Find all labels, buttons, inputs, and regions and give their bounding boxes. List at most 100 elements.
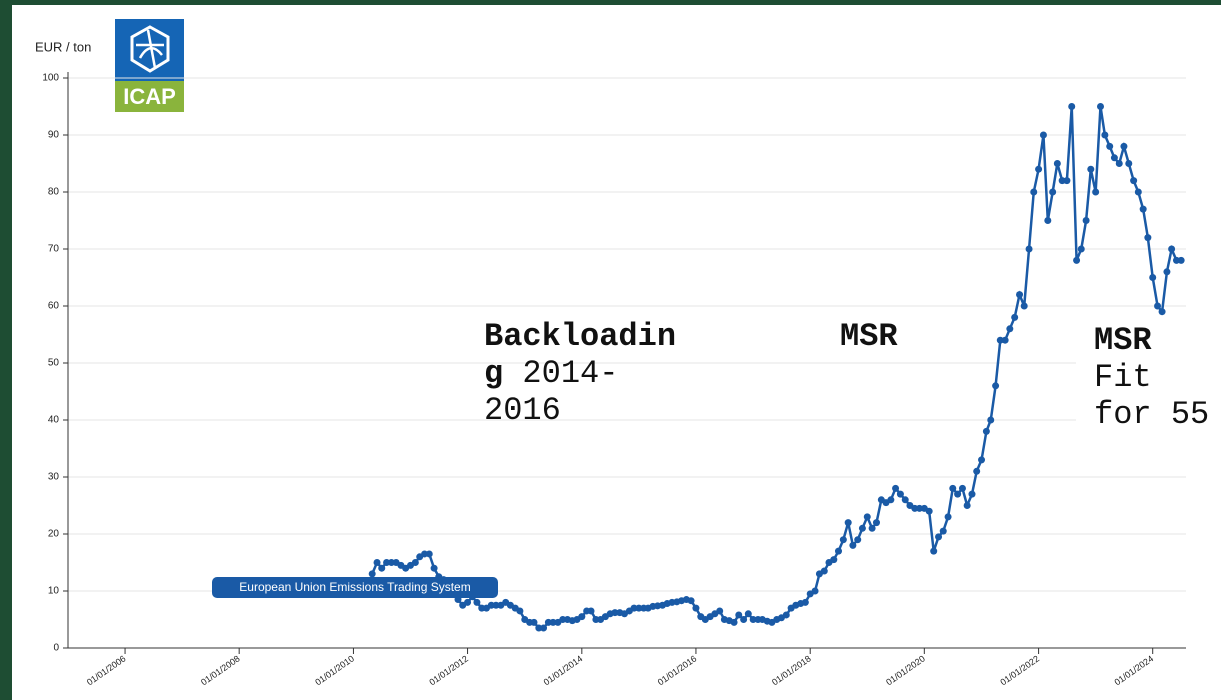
annotation-text: 2014-2016 [484, 355, 619, 429]
data-point [549, 618, 557, 626]
data-point [839, 536, 847, 544]
y-tick-label: 10 [48, 586, 60, 597]
y-tick-label: 90 [48, 130, 60, 141]
data-point [935, 533, 943, 541]
data-point [492, 601, 500, 609]
y-tick-label: 20 [48, 529, 60, 540]
data-point [1177, 256, 1185, 264]
data-point [368, 570, 376, 578]
data-point [1082, 217, 1090, 224]
data-point [1035, 165, 1043, 173]
data-point [1044, 217, 1052, 224]
data-point [1144, 234, 1152, 242]
data-point [1158, 308, 1166, 316]
data-point [1101, 131, 1109, 139]
data-point [801, 598, 809, 606]
data-point [1068, 103, 1076, 110]
data-point [1077, 245, 1085, 253]
data-point [687, 597, 695, 605]
data-point [973, 467, 981, 475]
annotation: MSR Fit for 55 [1076, 322, 1219, 433]
data-point [978, 456, 986, 464]
data-point [854, 536, 862, 544]
data-point [987, 416, 995, 424]
data-point [1134, 188, 1142, 196]
data-point [1006, 325, 1014, 333]
data-point [1139, 205, 1147, 213]
annotation-bold: Backloading [484, 318, 677, 392]
data-point [996, 336, 1004, 344]
data-point [744, 610, 752, 618]
y-tick-label: 40 [48, 415, 60, 426]
data-point [749, 616, 757, 623]
data-point [1049, 188, 1057, 196]
data-point [1096, 103, 1104, 110]
data-point [516, 607, 524, 615]
data-point [1053, 160, 1061, 167]
data-point [811, 587, 819, 595]
data-point [1016, 291, 1024, 299]
data-point [1115, 160, 1123, 167]
data-point [1130, 177, 1138, 185]
data-point [1163, 268, 1171, 276]
data-point [730, 618, 738, 626]
data-point [1025, 245, 1033, 253]
data-point [1125, 160, 1133, 167]
data-point [530, 618, 538, 626]
data-point [954, 490, 962, 498]
data-point [464, 598, 472, 606]
y-tick-label: 80 [48, 187, 60, 198]
logo-icon-lines [136, 29, 164, 69]
data-point [1154, 302, 1162, 310]
data-point [630, 604, 638, 612]
data-point [1149, 274, 1157, 281]
legend-badge [212, 577, 498, 598]
data-point [373, 559, 381, 566]
data-point [896, 490, 904, 498]
data-point [930, 547, 938, 555]
data-point [411, 559, 419, 566]
data-point [1030, 188, 1038, 196]
data-point [901, 496, 909, 504]
data-point [835, 547, 843, 555]
data-point [858, 524, 866, 532]
data-point [830, 556, 838, 564]
legend-item: European Union Emissions Trading System [212, 577, 498, 598]
y-tick-label: 60 [48, 301, 60, 312]
logo-bottom [115, 81, 184, 112]
data-point [992, 382, 1000, 390]
data-point [849, 541, 857, 549]
data-point [1063, 177, 1071, 185]
y-tick-label: 70 [48, 244, 60, 255]
data-point [939, 527, 947, 535]
y-tick-label: 50 [48, 358, 60, 369]
logo-text: ICAP [123, 84, 176, 109]
data-point [473, 598, 481, 606]
data-point [887, 496, 895, 504]
data-point [1073, 256, 1081, 264]
annotation-bold: MSR [1094, 322, 1152, 359]
data-point [383, 559, 391, 566]
data-point [892, 484, 900, 492]
data-point [635, 604, 643, 612]
data-point [1120, 142, 1128, 150]
data-point [740, 616, 748, 623]
data-point [958, 484, 966, 492]
data-point [915, 504, 923, 512]
data-point [1039, 131, 1047, 139]
data-point [1020, 302, 1028, 310]
data-point [692, 604, 700, 612]
data-point [844, 519, 852, 527]
data-point [578, 613, 586, 621]
data-point [378, 564, 386, 572]
data-point [1168, 245, 1176, 253]
annotation-text: Fit for 55 [1094, 359, 1210, 433]
data-point [782, 611, 790, 619]
data-point [872, 519, 880, 527]
data-point [540, 624, 548, 632]
data-point [735, 611, 743, 619]
data-point [716, 607, 724, 615]
data-point [1106, 142, 1114, 150]
